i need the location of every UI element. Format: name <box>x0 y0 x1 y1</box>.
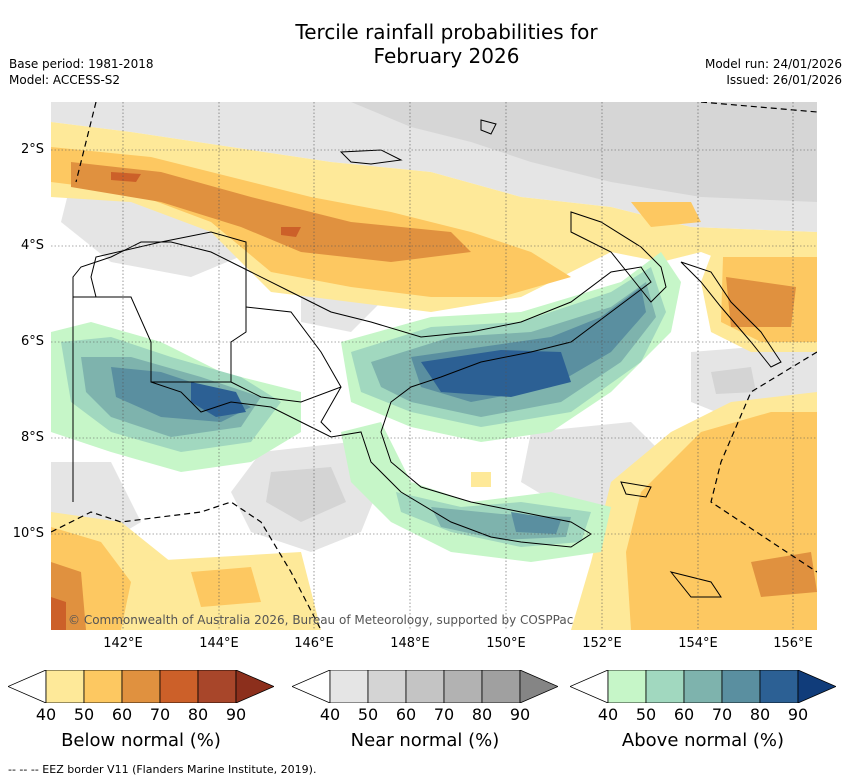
above-normal-regions <box>51 252 681 562</box>
colorbar-tick: 80 <box>187 705 209 724</box>
cb1-seg0 <box>292 670 331 703</box>
lon-label: 146°E <box>294 636 334 651</box>
model-name: Model: ACCESS-S2 <box>9 73 121 87</box>
colorbar-tick: 50 <box>635 705 657 724</box>
colorbar-tick: 90 <box>225 705 247 724</box>
cb1-seg1 <box>329 670 369 703</box>
cb0-seg2 <box>83 670 123 703</box>
lon-label: 142°E <box>103 636 143 651</box>
cb2-seg3 <box>683 670 723 703</box>
colorbar-tick: 90 <box>509 705 531 724</box>
colorbar-tick: 40 <box>597 705 619 724</box>
colorbar-label: Below normal (%) <box>61 730 221 751</box>
colorbar-tick: 70 <box>433 705 455 724</box>
cb1-seg4 <box>443 670 483 703</box>
colorbar-label: Above normal (%) <box>621 730 785 751</box>
graticule <box>51 102 817 630</box>
lon-label: 152°E <box>582 636 622 651</box>
lon-label: 154°E <box>678 636 718 651</box>
colorbar-tick: 90 <box>787 705 809 724</box>
cb1-seg6 <box>519 670 558 703</box>
lon-label: 150°E <box>486 636 526 651</box>
title-line-2: February 2026 <box>373 44 520 68</box>
lat-label: 8°S <box>20 430 44 445</box>
lon-label: 156°E <box>773 636 813 651</box>
cb1-seg2 <box>367 670 407 703</box>
colorbar-tick: 60 <box>673 705 695 724</box>
colorbar-tick: 50 <box>73 705 95 724</box>
colorbar-tick: 80 <box>471 705 493 724</box>
colorbar-tick: 60 <box>111 705 133 724</box>
cb2-seg2 <box>645 670 685 703</box>
copyright-notice: © Commonwealth of Australia 2026, Bureau… <box>68 613 574 627</box>
colorbar-label: Near normal (%) <box>350 730 500 751</box>
below-normal-regions <box>51 122 817 630</box>
colorbar-tick: 50 <box>357 705 379 724</box>
cb0-seg5 <box>197 670 237 703</box>
lat-label: 4°S <box>20 238 44 253</box>
lat-label: 10°S <box>12 526 44 541</box>
cb2-seg1 <box>607 670 647 703</box>
coastlines <box>72 119 782 598</box>
cb1-seg5 <box>481 670 521 703</box>
eez-footnote: -- -- -- EEZ border V11 (Flanders Marine… <box>8 763 317 776</box>
lat-label: 2°S <box>20 142 44 157</box>
eez-borders <box>51 102 817 630</box>
cb2-seg4 <box>721 670 761 703</box>
colorbar-near-normal-swatches <box>292 670 558 703</box>
cb2-seg6 <box>797 670 836 703</box>
rainfall-probability-map: © Commonwealth of Australia 2026, Bureau… <box>51 102 817 630</box>
colorbar-below-normal-swatches <box>8 670 274 703</box>
model-run: Model run: 24/01/2026 <box>704 57 842 71</box>
cb0-seg4 <box>159 670 199 703</box>
lon-label: 148°E <box>390 636 430 651</box>
cb0-seg0 <box>8 670 47 703</box>
colorbar-tick: 40 <box>319 705 341 724</box>
colorbar-tick: 70 <box>711 705 733 724</box>
colorbar-tick: 80 <box>749 705 771 724</box>
colorbar-tick: 70 <box>149 705 171 724</box>
cb0-seg6 <box>235 670 274 703</box>
issued-date: Issued: 26/01/2026 <box>726 73 842 87</box>
colorbar-above-normal-swatches <box>570 670 836 703</box>
lat-label: 6°S <box>20 334 44 349</box>
colorbar-tick: 60 <box>395 705 417 724</box>
lon-label: 144°E <box>199 636 239 651</box>
cb0-seg1 <box>45 670 85 703</box>
title-line-1: Tercile rainfall probabilities for <box>295 20 598 44</box>
cb2-seg0 <box>570 670 609 703</box>
colorbar-tick: 40 <box>35 705 57 724</box>
cb2-seg5 <box>759 670 799 703</box>
cb0-seg3 <box>121 670 161 703</box>
cb1-seg3 <box>405 670 445 703</box>
base-period: Base period: 1981-2018 <box>9 57 154 71</box>
